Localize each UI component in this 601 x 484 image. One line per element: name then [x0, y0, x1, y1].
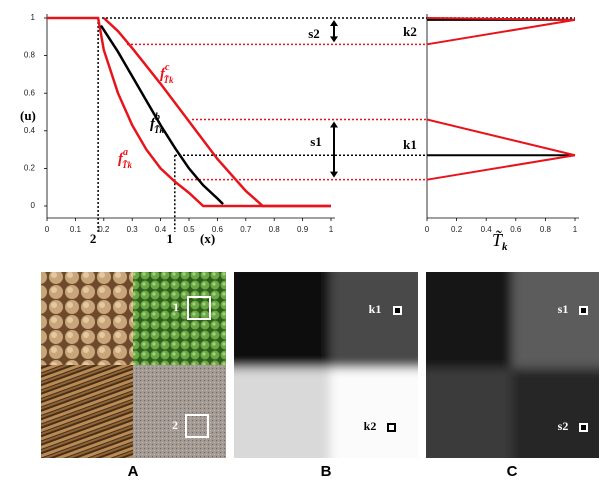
line [426, 18, 576, 46]
y-tick-label: 0.4 [24, 126, 36, 135]
x-tick-label: 0.4 [481, 225, 493, 234]
arrow-head [330, 121, 338, 178]
x-axis-label-sub: k [502, 241, 508, 253]
region-label: s1 [558, 302, 569, 316]
line [426, 154, 576, 181]
line [426, 17, 576, 21]
x-tick-label: 0.2 [98, 225, 110, 234]
x-tick-label: 0.7 [240, 225, 252, 234]
panel-c-image [426, 272, 599, 458]
x-tick-label: 0.6 [212, 225, 224, 234]
arrow-head [330, 20, 338, 43]
x-tick-label: 0.2 [451, 225, 463, 234]
curve-label-sup: b [155, 112, 160, 123]
curve [102, 17, 331, 208]
y-tick-label: 0 [31, 201, 36, 210]
annotation: s2 [308, 26, 320, 41]
curve-label-sub: T̃k [163, 75, 173, 85]
panel-label: C [507, 463, 518, 480]
curve-label-sub: T̃k [154, 125, 164, 135]
y-tick-label: 1 [31, 13, 36, 22]
curve-label: fa T̃k [118, 147, 132, 170]
panel-label: A [128, 463, 139, 480]
curve-label-name: f [150, 116, 157, 132]
region-label: 2 [172, 418, 178, 432]
x-tick-label: 0.8 [540, 225, 552, 234]
curve-label: fc T̃k [160, 62, 174, 85]
curve-label-name: f [160, 66, 167, 82]
curve-label-sub: T̃k [122, 160, 132, 170]
x-axis-label: (x) [200, 231, 215, 246]
x-tick-label: 0 [45, 225, 50, 234]
region-label: 1 [173, 300, 179, 314]
curve-label-name: f [118, 151, 125, 167]
region-label: s2 [558, 419, 569, 433]
panel-label: B [321, 463, 332, 480]
curve-label: fb T̃k [150, 112, 164, 135]
curve-label-sup: a [123, 147, 128, 158]
annotation: k2 [403, 24, 417, 39]
x-tick-label: 0.3 [127, 225, 139, 234]
y-tick-label: 0.6 [24, 88, 36, 97]
curve-label-sup: c [165, 62, 170, 73]
guide-label: 1 [167, 231, 174, 246]
curve [47, 16, 331, 208]
x-tick-label: 0.9 [297, 225, 309, 234]
x-axis-label: T̃k [492, 230, 508, 252]
x-tick-label: 0 [425, 225, 430, 234]
annotation: k1 [403, 137, 417, 152]
panel-a-image [41, 272, 226, 458]
curve [99, 24, 224, 206]
guide-label: 2 [90, 231, 97, 246]
y-tick-label: 0.8 [24, 51, 36, 60]
x-tick-label: 0.1 [70, 225, 82, 234]
y-axis-label: (u) [20, 108, 36, 123]
x-tick-label: 1 [329, 225, 334, 234]
annotation: s1 [310, 134, 322, 149]
line [426, 118, 576, 157]
region-label: k1 [369, 302, 382, 316]
x-tick-label: 0.4 [155, 225, 167, 234]
x-tick-label: 0.5 [183, 225, 195, 234]
x-tick-label: 0.6 [510, 225, 522, 234]
region-label: k2 [364, 419, 377, 433]
x-tick-label: 1 [573, 225, 578, 234]
panel-b-image [234, 272, 418, 458]
y-tick-label: 0.2 [24, 164, 36, 173]
x-axis-label-main: T̃ [492, 230, 504, 250]
x-tick-label: 0.8 [269, 225, 281, 234]
